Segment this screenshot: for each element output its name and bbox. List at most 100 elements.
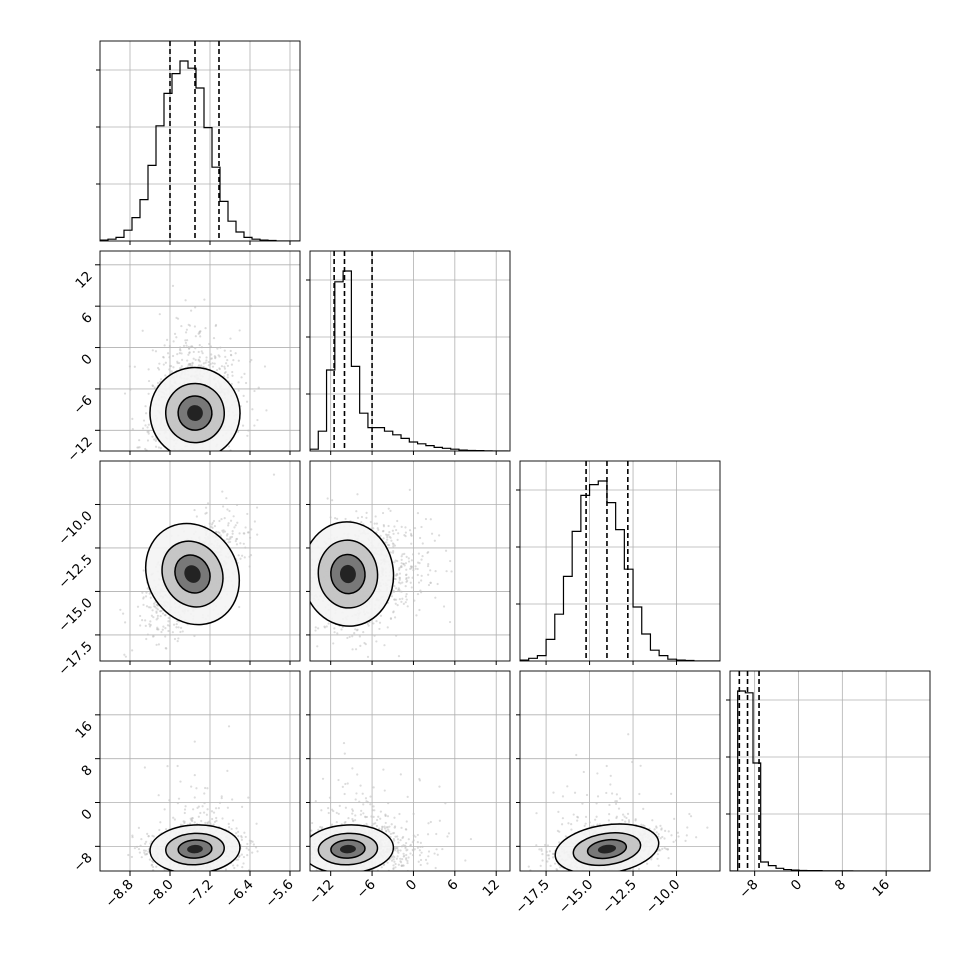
sample-point [394, 835, 397, 838]
sample-point [145, 853, 148, 856]
sample-point [166, 624, 170, 627]
sample-point [427, 573, 430, 576]
sample-point [248, 555, 251, 558]
sample-point [168, 624, 171, 627]
sample-point [429, 569, 432, 572]
sample-point [211, 521, 214, 524]
sample-point [237, 430, 240, 433]
sample-point [131, 834, 134, 837]
sample-point [255, 506, 259, 509]
sample-point [145, 637, 148, 641]
sample-point [188, 351, 191, 354]
sample-point [144, 424, 147, 427]
sample-point [351, 648, 354, 651]
sample-point [215, 368, 219, 372]
sample-point [190, 345, 193, 348]
contour-line [144, 522, 241, 626]
sample-point [400, 590, 403, 593]
sample-point [251, 851, 254, 854]
sample-point [245, 400, 249, 403]
sample-point [227, 541, 230, 544]
contour-line [149, 824, 241, 871]
sample-point [307, 579, 309, 581]
sample-point [183, 808, 187, 811]
sample-point [276, 603, 278, 605]
sample-point [162, 356, 165, 359]
sample-point [172, 623, 176, 626]
sample-point [219, 534, 222, 537]
sample-point [177, 797, 181, 800]
sample-point [194, 347, 197, 350]
sample-point [402, 602, 405, 605]
sample-point [173, 879, 175, 881]
sample-point [146, 426, 149, 429]
sample-point [387, 802, 390, 805]
sample-point [188, 471, 190, 473]
sample-point [253, 424, 256, 427]
sample-point [163, 808, 166, 811]
sample-point [197, 332, 200, 335]
sample-point [153, 386, 156, 389]
sample-point [217, 466, 219, 468]
sample-point [392, 532, 395, 535]
sample-point [172, 366, 175, 369]
sample-point [210, 810, 214, 813]
sample-point [226, 373, 229, 376]
sample-point [303, 578, 305, 580]
sample-point [417, 581, 421, 584]
sample-point [307, 848, 309, 850]
sample-point [148, 625, 152, 628]
sample-point [190, 364, 194, 367]
contour-line [165, 832, 225, 866]
sample-point [391, 529, 394, 532]
sample-point [302, 828, 304, 830]
sample-point [231, 798, 234, 801]
sample-point [193, 634, 196, 638]
sample-point [344, 806, 347, 809]
sample-point [306, 614, 308, 616]
sample-point [354, 628, 357, 631]
sample-point [355, 629, 359, 632]
sample-point [373, 634, 376, 637]
sample-point [237, 830, 240, 834]
sample-point [131, 417, 134, 420]
sample-point [373, 522, 376, 525]
sample-point [365, 511, 368, 514]
sample-point [241, 866, 244, 869]
contour-line [149, 366, 241, 451]
sample-point [233, 526, 236, 529]
sample-point [228, 826, 231, 829]
sample-point [203, 802, 206, 805]
sample-point [159, 610, 162, 613]
sample-point [358, 635, 361, 638]
sample-point [230, 451, 232, 453]
sample-point [244, 546, 247, 549]
sample-point [184, 872, 186, 874]
sample-point [421, 542, 424, 545]
sample-point [180, 324, 183, 328]
sample-point [147, 835, 150, 838]
sample-point [167, 629, 170, 633]
sample-point [397, 532, 400, 535]
sample-point [178, 348, 182, 351]
sample-point [403, 534, 406, 537]
sample-point [200, 346, 204, 349]
sample-point [400, 565, 403, 569]
sample-point [399, 857, 402, 860]
sample-point [204, 506, 208, 509]
sample-point [420, 525, 423, 529]
sample-point [295, 852, 297, 854]
sample-point [136, 605, 140, 608]
sample-point [244, 526, 247, 529]
sample-point [145, 449, 148, 451]
sample-point [332, 642, 335, 645]
sample-point [394, 559, 397, 562]
sample-point [307, 840, 309, 842]
sample-point [184, 874, 186, 876]
sample-point [410, 565, 414, 568]
sample-point [378, 621, 382, 624]
sample-point [390, 595, 394, 598]
sample-point [407, 856, 410, 859]
sample-point [229, 337, 232, 340]
sample-point [154, 350, 158, 353]
